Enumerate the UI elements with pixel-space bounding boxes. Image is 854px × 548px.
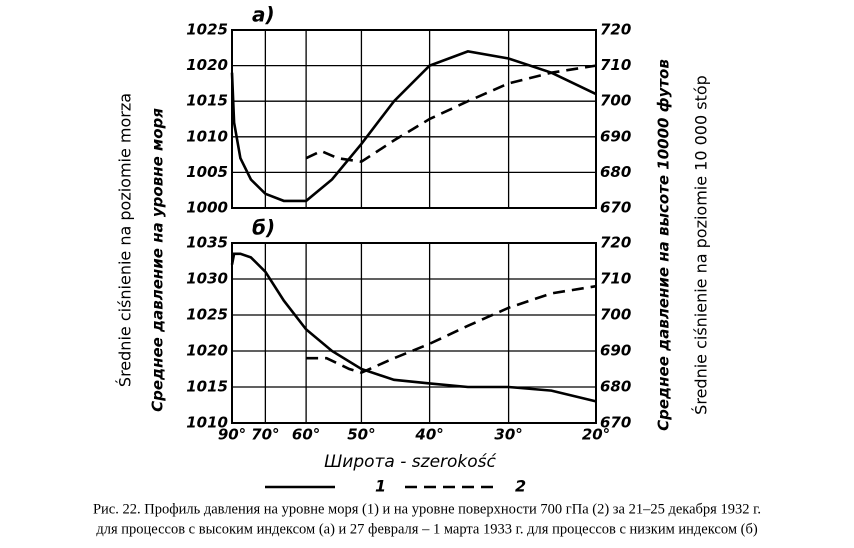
y2-tick-label: 710 [600, 56, 631, 74]
series-line [230, 50, 597, 203]
series-line [306, 284, 597, 374]
y-tick-label: 1030 [186, 270, 228, 288]
x-tick-label: 70° [251, 426, 279, 444]
y2-tick-label: 700 [600, 92, 631, 110]
y-tick-label: 1010 [186, 414, 228, 432]
y-tick-label: 1025 [186, 21, 228, 39]
x-tick-label: 90° [218, 426, 246, 444]
y2-label-ru: Среднее давление на высоте 10000 футов [655, 59, 673, 431]
y2-tick-label: 720 [600, 234, 631, 252]
y2-label-pl: Średnie ciśnienie na poziomie 10 000 stó… [692, 75, 711, 415]
panel-label: б) [252, 216, 275, 240]
y-tick-label: 1010 [186, 127, 228, 145]
y2-tick-label: 710 [600, 270, 631, 288]
series-line [230, 252, 597, 403]
y2-tick-label: 700 [600, 306, 631, 324]
y-tick-label: 1005 [186, 163, 228, 181]
y-tick-label: 1000 [186, 199, 228, 217]
y-label-ru: Среднее давление на уровне моря [149, 108, 167, 412]
y2-tick-label: 690 [600, 342, 631, 360]
y2-tick-label: 680 [600, 163, 631, 181]
y-tick-label: 1035 [186, 234, 228, 252]
caption: для процессов с высоким индексом (а) и 2… [96, 521, 757, 537]
caption: Рис. 22. Профиль давления на уровне моря… [93, 501, 761, 517]
y-tick-label: 1015 [186, 378, 228, 396]
y2-tick-label: 720 [600, 21, 631, 39]
x-tick-label: 40° [414, 426, 443, 444]
y2-tick-label: 690 [600, 127, 631, 145]
plot-frame [231, 242, 597, 424]
panel-label: а) [252, 3, 275, 27]
y-tick-label: 1025 [186, 306, 228, 324]
x-tick-label: 20° [582, 426, 610, 444]
y2-tick-label: 670 [600, 414, 631, 432]
y-tick-label: 1020 [186, 342, 228, 360]
y-tick-label: 1015 [186, 92, 228, 110]
x-tick-label: 60° [292, 426, 320, 444]
x-label: Широта - szerokość [324, 452, 496, 472]
y-tick-label: 1020 [186, 56, 228, 74]
legend-label: 2 [515, 477, 526, 496]
x-tick-label: 50° [347, 426, 375, 444]
plot-frame [231, 29, 597, 209]
legend-label: 1 [375, 477, 386, 496]
y2-tick-label: 670 [600, 199, 631, 217]
y-label-pl: Średnie ciśnienie na poziomie morza [116, 93, 135, 387]
y2-tick-label: 680 [600, 378, 631, 396]
series-line [305, 64, 597, 164]
x-tick-label: 30° [494, 426, 522, 444]
